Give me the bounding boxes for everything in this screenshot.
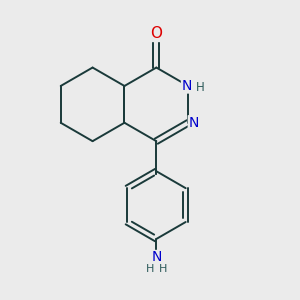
Text: N: N [188, 116, 199, 130]
Text: N: N [182, 79, 192, 93]
Text: H: H [146, 264, 154, 274]
Text: H: H [196, 81, 205, 94]
Text: H: H [159, 264, 167, 274]
Text: O: O [150, 26, 162, 41]
Text: N: N [151, 250, 161, 265]
